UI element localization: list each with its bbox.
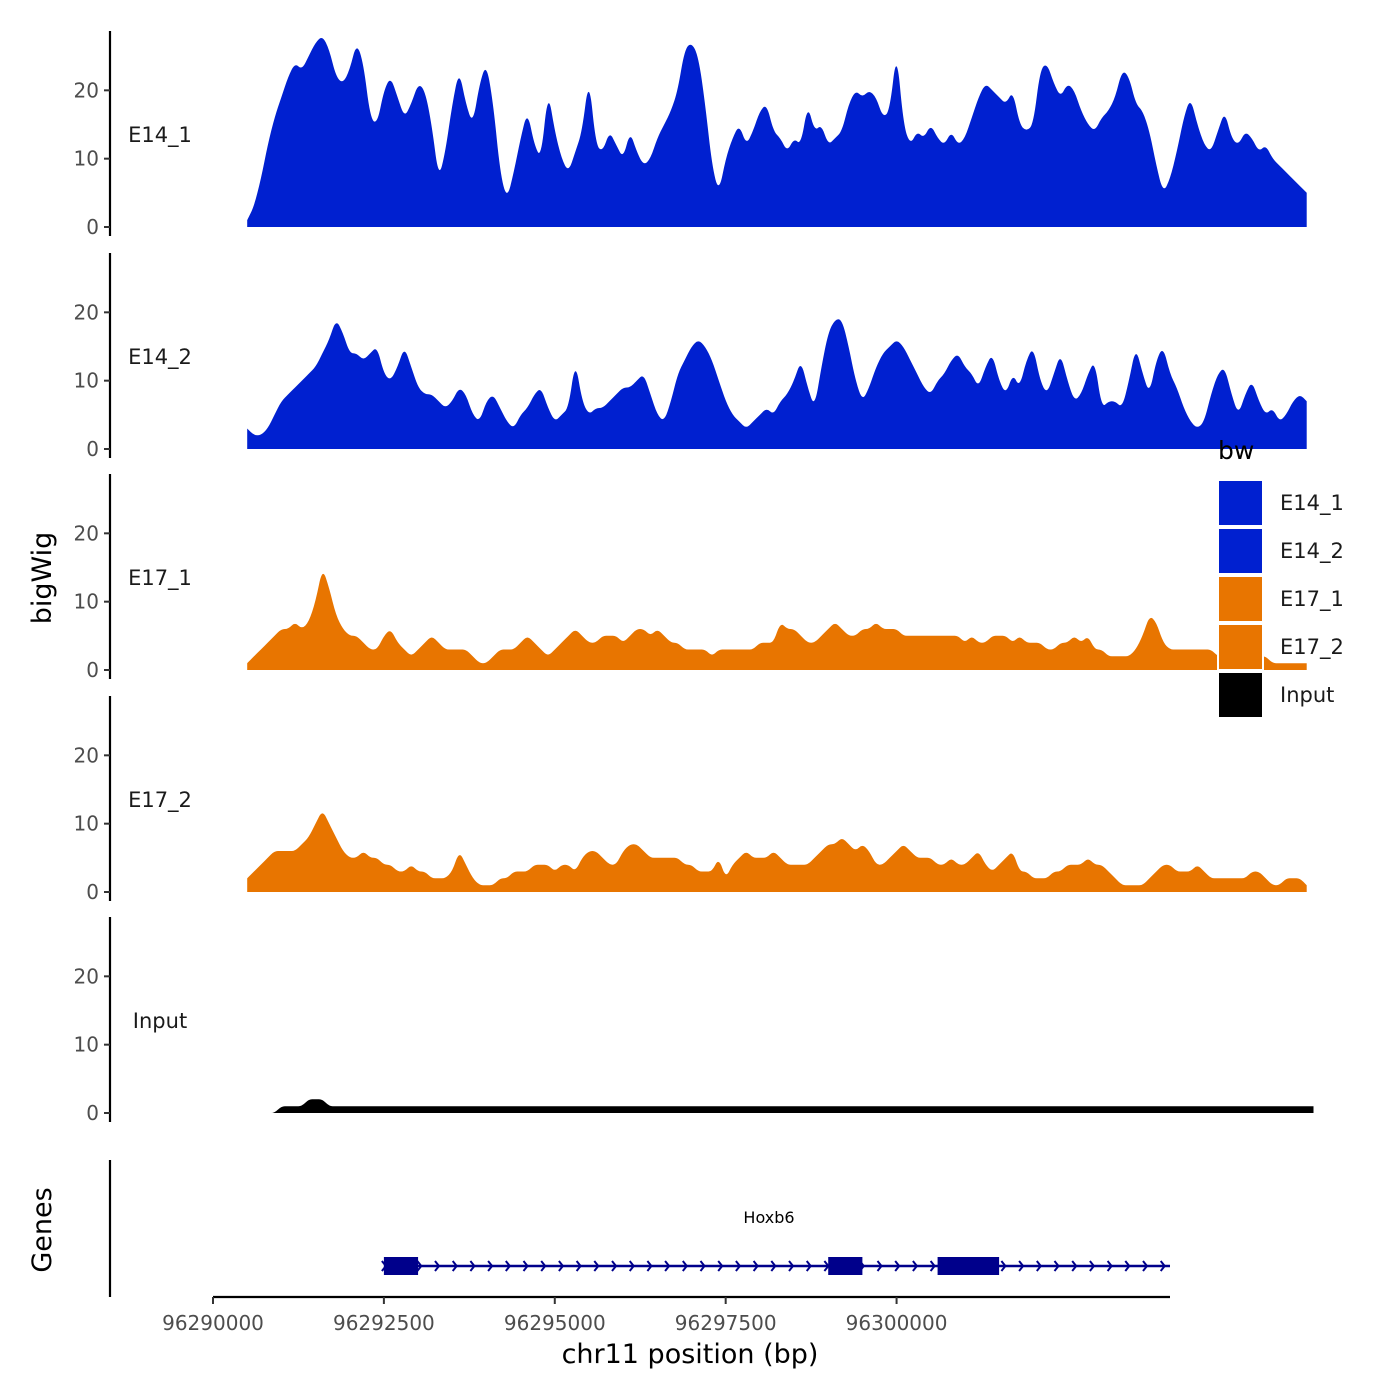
- strand-chevron: [894, 1260, 901, 1272]
- track-input: 0 10 20 Input: [74, 917, 1314, 1125]
- strand-chevron: [416, 1260, 423, 1272]
- y-tick-label: 20: [74, 743, 99, 767]
- strand-chevron: [540, 1260, 547, 1272]
- legend-label: E14_2: [1280, 539, 1344, 564]
- strand-chevron: [717, 1260, 724, 1272]
- track-label: E17_2: [128, 788, 192, 813]
- strand-chevron: [682, 1260, 689, 1272]
- strand-chevron: [805, 1260, 812, 1272]
- x-tick-label: 96300000: [846, 1311, 948, 1335]
- y-tick-label: 0: [86, 215, 99, 239]
- strand-chevron: [699, 1260, 706, 1272]
- x-axis-title: chr11 position (bp): [562, 1339, 819, 1370]
- x-tick-label: 96295000: [504, 1311, 606, 1335]
- strand-chevron: [1018, 1260, 1025, 1272]
- strand-chevron: [912, 1260, 919, 1272]
- y-axis-title: bigWig: [27, 532, 58, 625]
- y-tick-label: 0: [86, 880, 99, 904]
- strand-chevron: [593, 1260, 600, 1272]
- strand-chevron: [575, 1260, 582, 1272]
- strand-chevron: [1071, 1260, 1078, 1272]
- strand-chevron: [770, 1260, 777, 1272]
- x-tick-label: 96297500: [675, 1311, 777, 1335]
- gene-track: Hoxb6: [108, 1160, 1170, 1297]
- y-tick-label: 10: [74, 590, 99, 614]
- signal-area-e17_1: [247, 573, 1307, 670]
- strand-chevron: [735, 1260, 742, 1272]
- legend: bw E14_1 E14_2 E17_1 E17_2 Input: [1217, 436, 1344, 719]
- strand-chevron: [929, 1260, 936, 1272]
- signal-tracks: 0 10 20 E14_1 0 10 20 E14_2 0 10 20 E17_1 0 10 20 E17_2…: [74, 31, 1314, 1125]
- track-e14_1: 0 10 20 E14_1: [74, 31, 1307, 239]
- strand-chevron: [487, 1260, 494, 1272]
- gene-label: Hoxb6: [743, 1208, 794, 1227]
- y-tick-label: 10: [74, 812, 99, 836]
- strand-chevron: [469, 1260, 476, 1272]
- track-e17_2: 0 10 20 E17_2: [74, 696, 1307, 904]
- strand-chevron: [558, 1260, 565, 1272]
- signal-area-e17_2: [247, 813, 1307, 892]
- strand-chevron: [434, 1260, 441, 1272]
- signal-area-e14_2: [247, 319, 1307, 449]
- strand-chevron: [628, 1260, 635, 1272]
- legend-swatch: [1217, 527, 1264, 575]
- legend-swatch: [1217, 671, 1264, 719]
- y-tick-label: 0: [86, 437, 99, 461]
- gene-exon: [383, 1257, 419, 1275]
- track-label: E14_2: [128, 345, 192, 370]
- strand-chevron: [1036, 1260, 1043, 1272]
- y-tick-label: 0: [86, 1101, 99, 1125]
- track-e17_1: 0 10 20 E17_1: [74, 474, 1307, 682]
- legend-swatch: [1217, 575, 1264, 623]
- strand-chevron: [1124, 1260, 1131, 1272]
- strand-chevron: [1089, 1260, 1096, 1272]
- y-tick-label: 20: [74, 521, 99, 545]
- strand-chevron: [1053, 1260, 1060, 1272]
- y-tick-label: 10: [74, 369, 99, 393]
- x-tick-label: 96290000: [162, 1311, 264, 1335]
- strand-chevron: [646, 1260, 653, 1272]
- strand-chevron: [664, 1260, 671, 1272]
- track-e14_2: 0 10 20 E14_2: [74, 253, 1307, 461]
- legend-label: Input: [1280, 683, 1334, 707]
- gene-hoxb6: Hoxb6: [381, 1208, 1170, 1275]
- strand-chevron: [611, 1260, 618, 1272]
- y-tick-label: 20: [74, 300, 99, 324]
- strand-chevron: [505, 1260, 512, 1272]
- track-label: E14_1: [128, 123, 192, 148]
- strand-chevron: [876, 1260, 883, 1272]
- signal-area-input: [247, 1099, 1314, 1113]
- strand-chevron: [788, 1260, 795, 1272]
- track-label: E17_1: [128, 566, 192, 591]
- signal-area-e14_1: [247, 37, 1307, 227]
- x-tick-label: 96292500: [333, 1311, 435, 1335]
- y-tick-label: 20: [74, 78, 99, 102]
- legend-swatch: [1217, 623, 1264, 671]
- strand-chevron: [1106, 1260, 1113, 1272]
- genes-axis-title: Genes: [27, 1187, 58, 1272]
- x-axis: 96290000 96292500 96295000 96297500 96300000: [162, 1295, 1170, 1335]
- strand-chevron: [752, 1260, 759, 1272]
- strand-chevron: [1142, 1260, 1149, 1272]
- legend-swatch: [1217, 479, 1264, 527]
- legend-label: E17_1: [1280, 587, 1344, 612]
- y-tick-label: 20: [74, 964, 99, 988]
- gene-exon: [828, 1257, 863, 1275]
- legend-title: bw: [1218, 436, 1254, 465]
- gene-exon: [937, 1257, 1000, 1275]
- legend-label: E17_2: [1280, 635, 1344, 660]
- strand-chevron: [451, 1260, 458, 1272]
- track-label: Input: [133, 1009, 187, 1033]
- y-tick-label: 10: [74, 1033, 99, 1057]
- y-tick-label: 10: [74, 147, 99, 171]
- legend-label: E14_1: [1280, 491, 1344, 516]
- y-tick-label: 0: [86, 658, 99, 682]
- strand-chevron: [522, 1260, 529, 1272]
- strand-chevron: [1000, 1260, 1007, 1272]
- strand-chevron: [1159, 1260, 1166, 1272]
